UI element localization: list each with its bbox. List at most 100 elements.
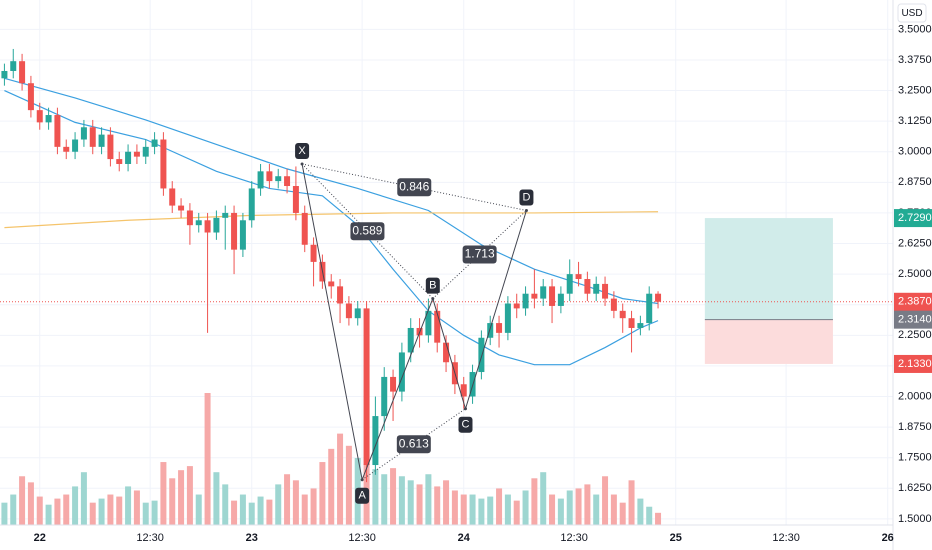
volume-bar [337, 433, 344, 525]
entry-price-badge [894, 310, 932, 329]
candle-body [301, 212, 308, 245]
x-tick-label: 23 [246, 532, 258, 544]
candle-body [513, 303, 520, 309]
candle-body [354, 308, 361, 319]
candle-body [496, 323, 503, 333]
volume-bar [178, 470, 185, 525]
volume-bar [513, 500, 520, 525]
candle-body [98, 134, 105, 147]
x-tick-label: 26 [882, 532, 894, 544]
point-label: C [462, 419, 470, 431]
candle-body [593, 283, 600, 294]
candle-body [610, 298, 617, 311]
candle-body [142, 146, 149, 157]
ratio-label: 1.713 [465, 247, 495, 261]
volume-bar [637, 498, 644, 525]
candle-body [239, 220, 246, 250]
candle-body [248, 188, 255, 221]
volume-bar [275, 484, 282, 525]
y-tick-label: 3.5000 [898, 23, 932, 35]
volume-bar [27, 482, 34, 525]
volume-bar [107, 494, 114, 525]
y-tick-label: 3.2500 [898, 84, 932, 96]
currency-badge[interactable] [897, 3, 927, 23]
candle-body [151, 139, 158, 147]
point-label: A [358, 490, 366, 502]
candle-body [407, 327, 414, 353]
candle-body [257, 171, 264, 189]
volume-bar [496, 488, 503, 525]
y-tick-label: 1.5000 [898, 513, 932, 525]
volume-bar [655, 512, 662, 525]
volume-bar [195, 494, 202, 525]
volume-bar [266, 499, 273, 525]
volume-bar [301, 494, 308, 525]
volume-bar [231, 500, 238, 525]
candle-body [133, 151, 140, 157]
candle-body [186, 210, 193, 226]
volume-bar [54, 498, 61, 525]
last-price-badge [894, 292, 932, 311]
volume-bar [575, 488, 582, 525]
candle-body [169, 188, 176, 206]
candle-body [19, 61, 26, 84]
candle-body [398, 352, 405, 392]
pattern-point [431, 297, 435, 301]
profit-zone [704, 218, 833, 320]
candle-body [637, 323, 644, 328]
volume-bar [72, 486, 79, 525]
volume-bar [372, 469, 379, 525]
x-tick-label: 24 [458, 532, 471, 544]
candle-body [292, 186, 299, 213]
candle-body [63, 146, 70, 152]
candle-body [275, 176, 282, 182]
volume-bar [540, 472, 547, 525]
volume-bar [89, 502, 96, 525]
volume-bar [284, 474, 291, 525]
candle-body [204, 220, 211, 233]
volume-bar [257, 496, 264, 525]
x-tick-label: 12:30 [348, 532, 376, 544]
volume-bar [116, 496, 123, 525]
volume-bar [125, 486, 132, 525]
volume-bar [478, 498, 485, 525]
volume-bar [531, 478, 538, 525]
candle-body [425, 310, 432, 336]
volume-bar [204, 393, 211, 525]
volume-bar [36, 496, 43, 525]
candle-body [27, 83, 34, 111]
ratio-label: 0.846 [399, 179, 429, 193]
volume-bar [160, 462, 167, 525]
candle-body [655, 293, 662, 302]
y-tick-label: 1.7500 [898, 452, 932, 464]
candle-body [36, 110, 43, 123]
candle-body [72, 139, 79, 152]
point-label: D [522, 191, 530, 203]
volume-bar [310, 488, 317, 525]
candle-body [195, 220, 202, 226]
volume-bar [443, 480, 450, 525]
x-tick-label: 22 [34, 532, 46, 544]
currency: USD [901, 8, 922, 19]
y-tick-label: 2.6250 [898, 237, 932, 249]
volume-bar [381, 474, 388, 525]
candle-body [443, 342, 450, 363]
candle-body [390, 376, 397, 392]
candle-body [160, 139, 167, 189]
volume-bar [549, 494, 556, 525]
candle-body [284, 176, 291, 187]
y-tick-label: 2.8750 [898, 176, 932, 188]
volume-bar [407, 480, 414, 525]
candle-body [45, 115, 52, 123]
volume-bar [328, 448, 335, 525]
volume-bar [390, 468, 397, 525]
candle-body [381, 376, 388, 417]
volume-bar [628, 480, 635, 525]
volume-bar [151, 500, 158, 525]
candle-body [231, 212, 238, 250]
volume-bar [646, 506, 653, 525]
candle-body [540, 286, 547, 299]
volume-bar [434, 486, 441, 525]
x-tick-label: 12:30 [772, 532, 800, 544]
